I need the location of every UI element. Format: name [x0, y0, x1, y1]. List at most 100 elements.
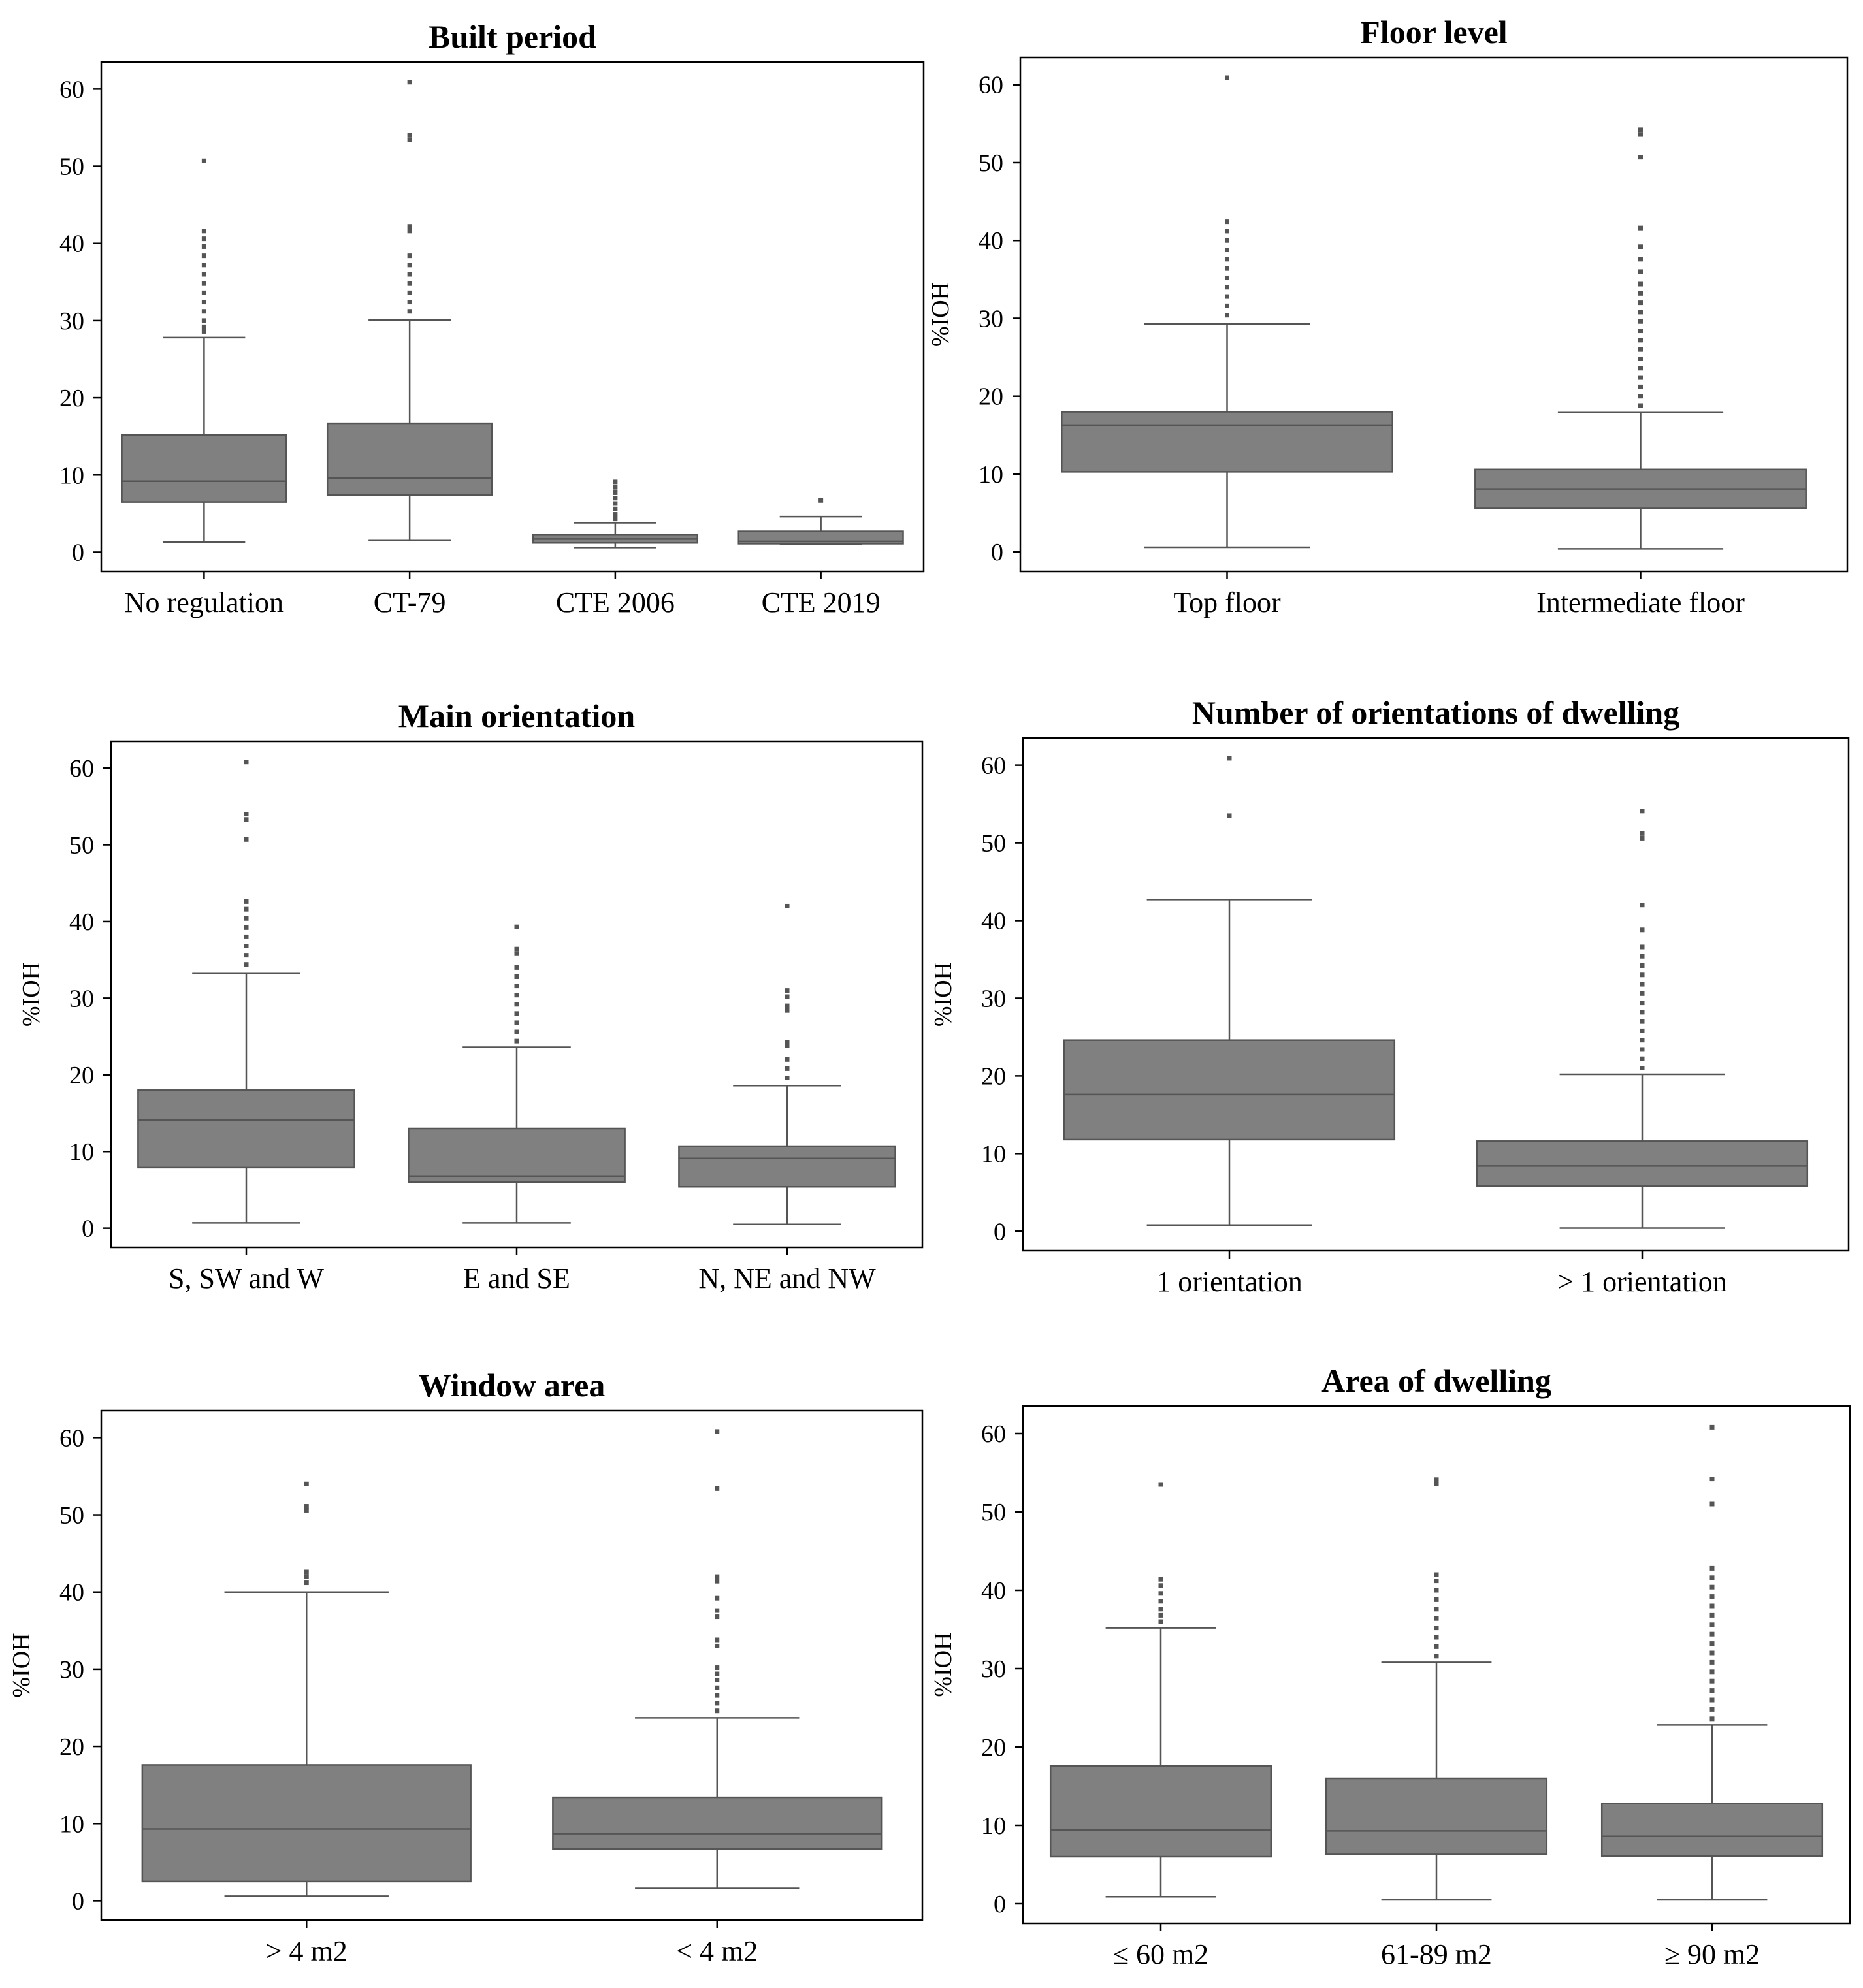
- outlier-point: [244, 925, 249, 930]
- outlier-point: [407, 272, 412, 277]
- outlier-point: [1638, 384, 1643, 389]
- y-axis-label: %IOH: [930, 962, 957, 1027]
- box-body: [1049, 1765, 1272, 1858]
- x-category-label: S, SW and W: [169, 1262, 324, 1294]
- y-tick-label: 20: [59, 1733, 84, 1761]
- outlier-point: [201, 300, 206, 305]
- outlier-point: [244, 916, 249, 921]
- box-2: [1325, 1477, 1548, 1901]
- outlier-point: [1225, 229, 1229, 234]
- outlier-point: [1638, 329, 1643, 334]
- x-category-label: No regulation: [125, 586, 284, 618]
- outlier-point: [1709, 1424, 1715, 1430]
- outlier-point: [785, 1008, 790, 1013]
- outlier-point: [244, 944, 249, 949]
- box-4: [737, 498, 904, 545]
- x-category-label: 1 orientation: [1156, 1266, 1303, 1298]
- outlier-point: [613, 496, 618, 501]
- outlier-point: [514, 993, 519, 998]
- y-tick-label: 10: [59, 462, 84, 489]
- outlier-point: [1638, 155, 1643, 160]
- box-body: [121, 434, 287, 503]
- outlier-point: [785, 1003, 790, 1008]
- outlier-point: [201, 324, 206, 329]
- outlier-point: [407, 290, 412, 295]
- outlier-point: [715, 1595, 720, 1601]
- y-tick-label: 40: [59, 1579, 84, 1607]
- outlier-point: [613, 479, 618, 485]
- outlier-point: [715, 1677, 720, 1682]
- box-3: [678, 903, 896, 1226]
- outlier-point: [1709, 1650, 1715, 1656]
- outlier-point: [1640, 982, 1645, 987]
- box-3: [1600, 1424, 1824, 1901]
- outlier-point: [785, 1066, 790, 1071]
- box-1: [137, 760, 355, 1224]
- y-tick-label: 50: [69, 832, 94, 859]
- y-tick-label: 0: [72, 1887, 84, 1915]
- box-body: [1476, 1140, 1809, 1187]
- outlier-point: [715, 1614, 720, 1620]
- y-tick-label: 10: [59, 1810, 84, 1838]
- outlier-point: [613, 517, 618, 522]
- outlier-point: [1225, 248, 1229, 253]
- outlier-point: [1640, 1001, 1645, 1006]
- outlier-point: [244, 899, 249, 904]
- outlier-point: [201, 263, 206, 268]
- outlier-point: [201, 236, 206, 242]
- chart-title: Window area: [419, 1367, 606, 1403]
- outlier-point: [1638, 257, 1643, 262]
- outlier-point: [613, 485, 618, 490]
- outlier-point: [201, 244, 206, 249]
- outlier-point: [1638, 225, 1643, 231]
- outlier-point: [1638, 347, 1643, 352]
- chart-title: Main orientation: [398, 697, 636, 734]
- chart-title: Number of orientations of dwelling: [1192, 694, 1679, 731]
- outlier-point: [1640, 1056, 1645, 1061]
- outlier-point: [1709, 1688, 1715, 1693]
- outlier-point: [1709, 1612, 1715, 1618]
- outlier-point: [1158, 1619, 1163, 1624]
- outlier-point: [514, 1029, 519, 1034]
- y-tick-label: 0: [72, 539, 84, 566]
- x-category-label: Intermediate floor: [1536, 586, 1745, 618]
- y-tick-label: 40: [69, 908, 94, 936]
- box-1: [1063, 756, 1396, 1226]
- y-tick-label: 60: [59, 76, 84, 103]
- outlier-point: [1709, 1575, 1715, 1580]
- outlier-point: [715, 1693, 720, 1698]
- outlier-point: [304, 1580, 309, 1586]
- outlier-point: [715, 1574, 720, 1579]
- outlier-point: [201, 290, 206, 295]
- outlier-point: [1640, 927, 1645, 933]
- outlier-point: [715, 1708, 720, 1714]
- box-2: [326, 80, 493, 541]
- chart-panel-2: Floor level %IOH 0 10 20 30 40 50 60 Top floor Int…: [927, 14, 1849, 618]
- y-tick-label: 20: [59, 385, 84, 412]
- outlier-point: [715, 1665, 720, 1671]
- outlier-point: [407, 80, 412, 85]
- y-tick-label: 30: [69, 985, 94, 1012]
- box-1: [1049, 1482, 1272, 1898]
- outlier-point: [201, 329, 206, 334]
- outlier-point: [1709, 1477, 1715, 1482]
- x-category-label: ≥ 90 m2: [1664, 1938, 1760, 1970]
- outlier-point: [1709, 1659, 1715, 1665]
- outlier-point: [1638, 127, 1643, 133]
- outlier-point: [407, 229, 412, 234]
- box-2: [1476, 809, 1809, 1229]
- outlier-point: [1640, 809, 1645, 814]
- outlier-point: [785, 1075, 790, 1080]
- outlier-point: [1638, 366, 1643, 371]
- outlier-point: [201, 309, 206, 314]
- outlier-point: [1709, 1603, 1715, 1609]
- outlier-point: [244, 953, 249, 958]
- outlier-point: [1158, 1599, 1163, 1604]
- chart-title: Area of dwelling: [1321, 1362, 1551, 1399]
- box-1: [1061, 75, 1393, 549]
- outlier-point: [1640, 835, 1645, 841]
- box-2: [1474, 127, 1807, 550]
- outlier-point: [407, 133, 412, 138]
- y-tick-label: 20: [979, 383, 1003, 411]
